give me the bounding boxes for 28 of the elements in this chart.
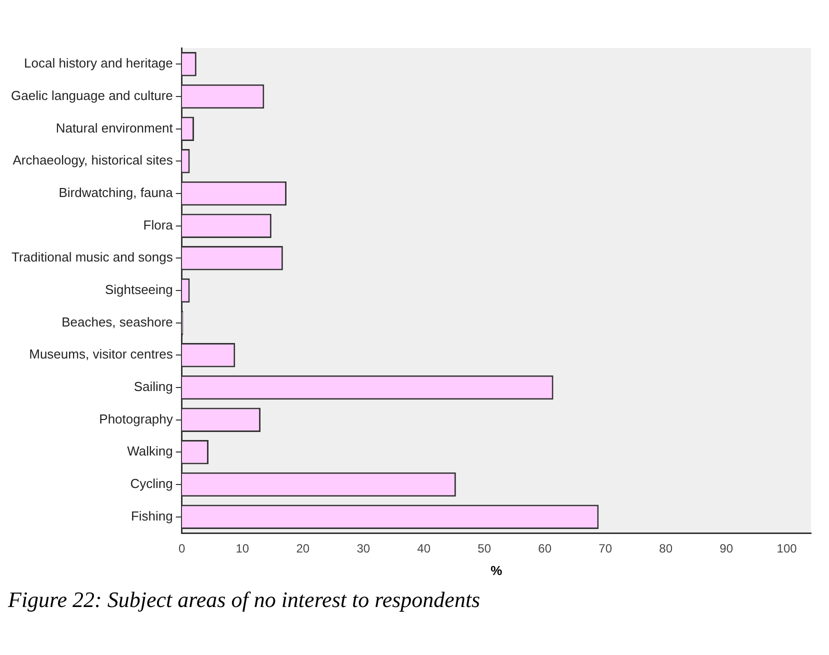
x-tick-label: 50 [478,542,492,556]
y-tick-label: Cycling [130,476,173,492]
y-tick-label: Beaches, seashore [62,314,173,330]
x-tick-label: 0 [178,542,186,556]
y-tick-label: Fishing [130,508,173,524]
x-tick-label: 90 [720,542,734,556]
x-tick-label: 80 [659,542,673,556]
y-tick-label: Natural environment [56,120,174,136]
y-tick-label: Traditional music and songs [12,250,174,265]
x-tick-label: 30 [356,542,370,556]
y-tick-label: Photography [99,411,174,426]
y-tick-label: Gaelic language and culture [11,88,173,104]
y-tick-label: Birdwatching, fauna [58,185,174,200]
x-tick-label: 100 [776,542,798,556]
y-tick-label: Museums, visitor centres [29,346,174,362]
y-tick-label: Sailing [134,379,173,394]
x-tick-label: 70 [598,542,612,556]
x-axis-title: % [490,562,503,578]
caption: Figure 22: Subject areas of no interest to respondents [8,587,482,613]
y-tick-label: Local history and heritage [24,56,173,71]
x-tick-label: 10 [236,542,250,556]
y-tick-label: Walking [127,444,173,459]
y-tick-label: Sightseeing [104,282,173,298]
x-tick-label: 40 [417,542,431,556]
y-tick-label: Flora [143,217,174,232]
x-tick-label: 60 [538,542,552,556]
x-tick-label: 20 [296,542,310,556]
y-tick-label: Archaeology, historical sites [12,152,174,168]
